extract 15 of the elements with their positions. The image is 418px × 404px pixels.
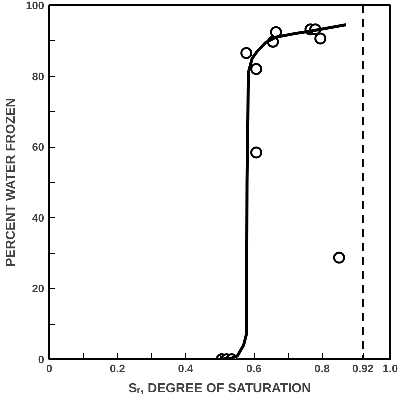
y-tick-label: 100: [26, 0, 45, 12]
x-tick-label: 0.2: [110, 364, 126, 376]
y-axis-title: PERCENT WATER FROZEN: [3, 98, 18, 267]
y-tick-label: 0: [38, 354, 45, 366]
y-tick-label: 80: [32, 71, 45, 84]
x-tick-label: 0.8: [314, 364, 330, 376]
x-tick-label: 0.6: [246, 364, 262, 376]
y-tick-label: 20: [32, 284, 45, 296]
x-axis-title: Sᵣ, DEGREE OF SATURATION: [128, 380, 312, 396]
x-tick-label: 1.0: [382, 364, 398, 376]
x-tick-label: 0: [46, 364, 53, 376]
y-tick-label: 40: [32, 212, 45, 225]
x-tick-label: 0.4: [178, 364, 194, 376]
y-tick-label: 60: [32, 142, 45, 154]
x-tick-label: 0.92: [352, 364, 374, 376]
